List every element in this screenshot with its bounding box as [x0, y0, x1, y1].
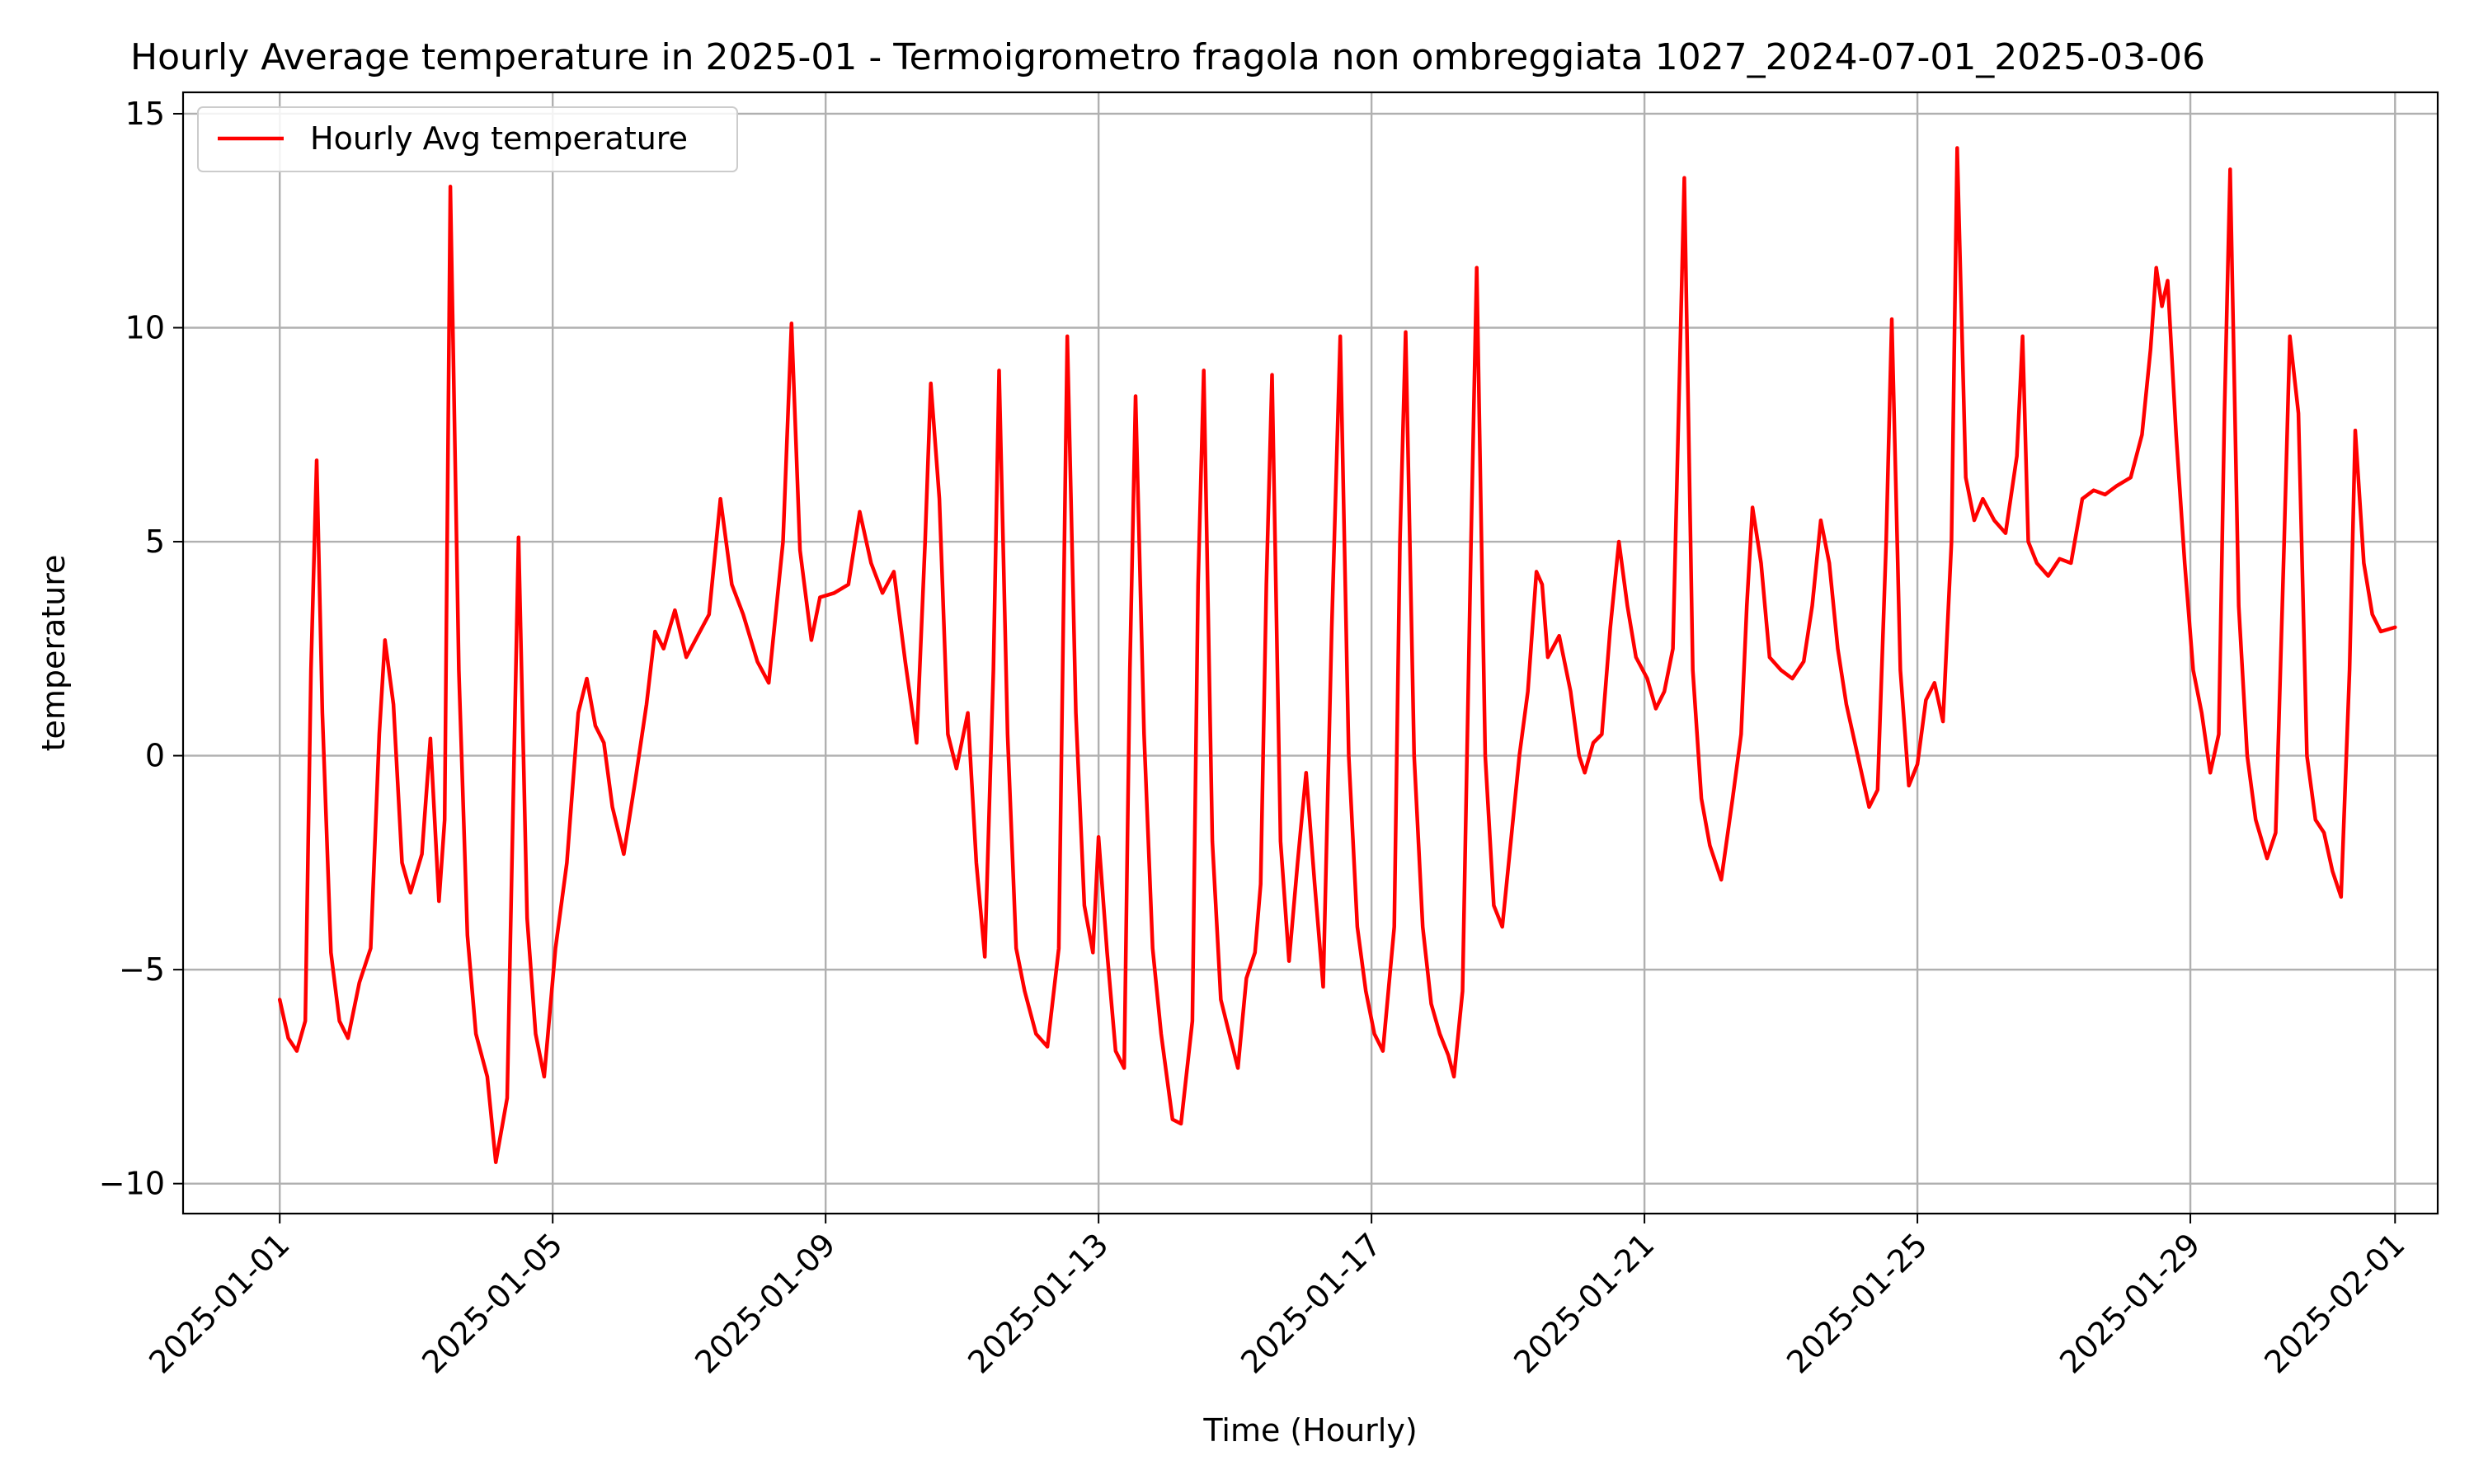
x-axis-label: Time (Hourly): [1202, 1412, 1417, 1449]
y-tick-label: 5: [145, 524, 165, 560]
legend-entry-label: Hourly Avg temperature: [310, 120, 688, 157]
plot-frame: [181, 91, 2439, 1215]
y-tick-label: 0: [145, 738, 165, 774]
legend-box: [197, 106, 738, 172]
legend: Hourly Avg temperature: [197, 106, 738, 172]
y-axis-label: temperature: [35, 555, 72, 752]
y-tick-label: 10: [125, 309, 165, 345]
chart-title: Hourly Average temperature in 2025-01 - …: [130, 36, 2205, 78]
grid: [183, 92, 2438, 1214]
series-layer: [277, 146, 2397, 1164]
series-line-hourly-avg-temperature: [277, 146, 2397, 1164]
y-tick-label: −5: [119, 951, 165, 988]
y-axis: −10 −5 0 5 10 15: [99, 96, 183, 1202]
y-tick-label: 15: [125, 96, 165, 132]
y-tick-label: −10: [99, 1166, 165, 1202]
